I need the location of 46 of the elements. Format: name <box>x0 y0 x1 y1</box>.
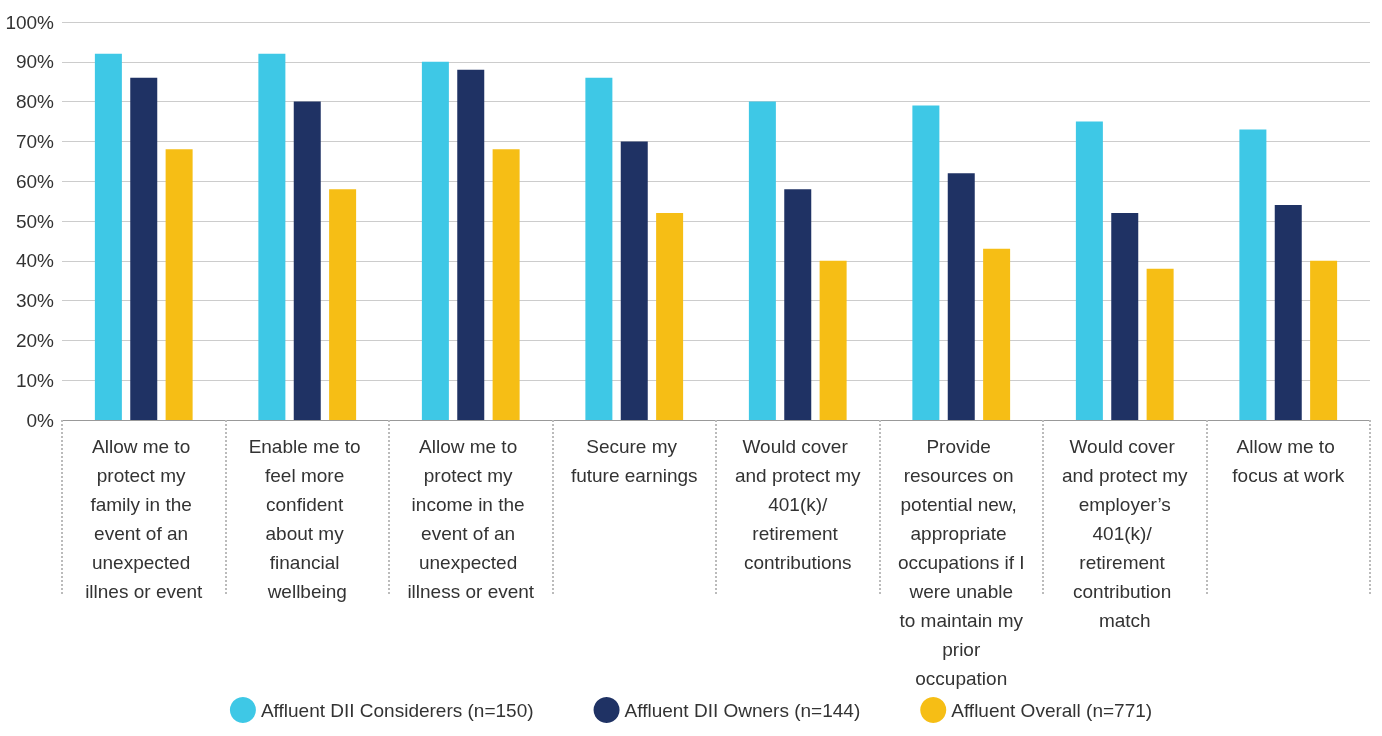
bar <box>947 173 975 420</box>
x-tick-label: Would cover and protect my 401(k)/ retirement contributions <box>734 436 862 573</box>
bar <box>1075 121 1103 420</box>
bar <box>492 149 520 420</box>
x-tick-label: Allow me to focus at work <box>1232 436 1345 486</box>
bar <box>1111 213 1139 420</box>
x-tick-label: Allow me to protect my income in the event of an unexpected illness or event <box>407 436 535 602</box>
bar <box>258 53 286 420</box>
x-tick-label: Enable me to feel more confident about my financial wellbeing <box>248 436 366 602</box>
bar <box>421 61 449 420</box>
bar <box>457 69 485 420</box>
bar <box>130 77 158 420</box>
y-tick-label: 20% <box>15 329 55 351</box>
y-tick-label: 40% <box>15 250 55 272</box>
legend-label: Affluent DII Owners (n=144) <box>624 699 861 721</box>
y-tick-label: 100% <box>5 11 55 33</box>
legend-label: Affluent DII Considerers (n=150) <box>260 699 534 721</box>
y-tick-label: 70% <box>15 130 55 152</box>
bar <box>165 149 193 420</box>
bar <box>1239 129 1267 420</box>
category-label: Provide resources on potential new, appropriate occupations if I were unable to maintain my prior occupation <box>897 436 1025 689</box>
bar <box>1146 268 1174 420</box>
y-tick-label: 10% <box>15 369 55 391</box>
y-tick-label: 60% <box>15 170 55 192</box>
bar <box>819 260 847 420</box>
bar <box>1310 260 1338 420</box>
bar <box>748 101 776 420</box>
y-tick-label: 0% <box>26 409 55 431</box>
bar <box>784 189 812 420</box>
bar <box>585 77 613 420</box>
y-tick-label: 30% <box>15 290 55 312</box>
x-tick-label: Allow me to protect my family in the event of an unexpected illnes or event <box>85 436 204 602</box>
bar <box>620 141 648 420</box>
y-tick-label: 90% <box>15 51 55 73</box>
bar <box>1274 205 1302 420</box>
y-tick-label: 50% <box>15 210 55 232</box>
legend-label: Affluent Overall (n=771) <box>951 699 1153 721</box>
x-tick-label: Secure my future earnings <box>570 436 698 486</box>
x-tick-label: Would cover and protect my employer’s 401(k)/ retirement contribution match <box>1061 436 1189 631</box>
bar <box>94 53 122 420</box>
bar <box>656 213 684 420</box>
bar <box>329 189 357 420</box>
bar <box>293 101 321 420</box>
y-tick-label: 80% <box>15 91 55 113</box>
bar <box>912 105 940 420</box>
bar <box>983 248 1011 420</box>
